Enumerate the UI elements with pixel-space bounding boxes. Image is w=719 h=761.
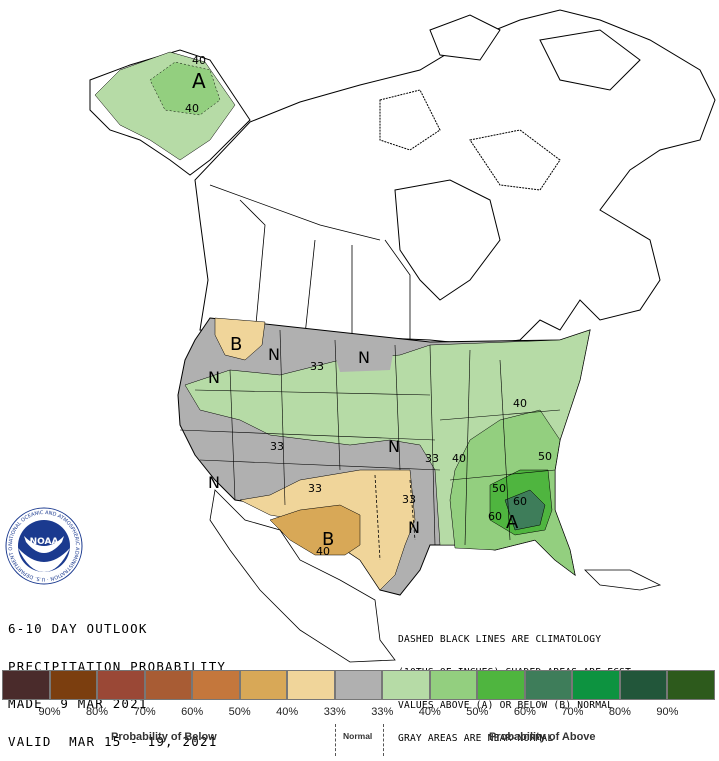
legend-spacer bbox=[2, 706, 26, 720]
legend-tick-label: 80% bbox=[86, 706, 109, 718]
normal-caption: Normal bbox=[343, 731, 373, 741]
normal-divider-right bbox=[383, 724, 384, 756]
legend-tick-label: 90% bbox=[656, 706, 679, 718]
title-line-2: PRECIPITATION PROBABILITY bbox=[8, 658, 227, 674]
b-northwest-label: B bbox=[230, 334, 242, 355]
climatology-lines bbox=[374, 474, 416, 561]
legend-tick-label: 70% bbox=[561, 706, 584, 718]
legend-swatch bbox=[2, 670, 50, 700]
legend-tick-label: 33% bbox=[323, 706, 346, 718]
noaa-logo: NATIONAL OCEANIC AND ATMOSPHERIC ADMINIS… bbox=[4, 506, 83, 585]
probability-legend-bar bbox=[2, 670, 715, 700]
v60-georgia: 60 bbox=[513, 495, 527, 508]
legend-swatch bbox=[667, 670, 715, 700]
legend-tick-label: 80% bbox=[608, 706, 631, 718]
v33-colorado: 33 bbox=[270, 440, 284, 453]
note-line-3: VALUES ABOVE (A) OR BELOW (B) NORMAL bbox=[398, 700, 614, 711]
logo-center-text: NOAA bbox=[30, 537, 59, 547]
alaska-40-top: 40 bbox=[192, 54, 206, 67]
state-borders bbox=[179, 329, 561, 546]
legend-swatch bbox=[619, 670, 668, 700]
legend-swatch bbox=[477, 670, 525, 700]
legend-swatch bbox=[239, 670, 288, 700]
v33-arizona: 33 bbox=[308, 482, 322, 495]
legend-swatch bbox=[382, 670, 430, 700]
hudson-bay bbox=[394, 179, 501, 301]
province-borders bbox=[209, 184, 411, 340]
title-line-3: MADE 9 MAR 2021 bbox=[8, 696, 148, 711]
legend-tick-label: 50% bbox=[228, 706, 251, 718]
legend-swatch bbox=[192, 670, 240, 700]
v33-oklahoma: 33 bbox=[402, 493, 416, 506]
title-line-4: VALID MAR 15 - 19, 2021 bbox=[8, 733, 218, 749]
near-normal-dakotas bbox=[330, 340, 395, 372]
below-caption: Probability of Below bbox=[111, 731, 217, 743]
normal-divider-left bbox=[335, 724, 336, 756]
above-caption: Probability of Above bbox=[489, 731, 596, 743]
alaska-40-bottom: 40 bbox=[185, 102, 199, 115]
v33-kansas: 33 bbox=[425, 452, 439, 465]
legend-swatch bbox=[572, 670, 620, 700]
note-line-1: DASHED BLACK LINES ARE CLIMATOLOGY bbox=[398, 634, 602, 645]
below-40-texas bbox=[269, 504, 361, 556]
v40-missouri: 40 bbox=[452, 452, 466, 465]
legend-tick-label: 90% bbox=[38, 706, 61, 718]
v50-carolina: 50 bbox=[538, 450, 552, 463]
b-texas-label: B bbox=[322, 529, 334, 550]
legend-swatch bbox=[97, 670, 145, 700]
cuba bbox=[584, 569, 662, 591]
precipitation-outlook-map: A 40 40 B N N N N N N 33 33 33 bbox=[89, 9, 716, 663]
legend-swatch bbox=[524, 670, 573, 700]
probability-legend-labels: 90% 80% 70% 60% 50% 40% 33% 33% 40% 50% 60% 70% 80% 9… bbox=[2, 706, 715, 720]
above-70-area bbox=[504, 489, 546, 531]
legend-swatch bbox=[334, 670, 383, 700]
alaska: A 40 40 bbox=[89, 49, 251, 176]
n-southwest-label: N bbox=[208, 473, 220, 492]
v33-montana: 33 bbox=[310, 360, 324, 373]
v40-ohio: 40 bbox=[513, 397, 527, 410]
n-texas-label: N bbox=[408, 518, 420, 537]
below-33-northwest bbox=[214, 317, 266, 361]
legend-tick-label: 40% bbox=[418, 706, 441, 718]
n-dakotas-label: N bbox=[358, 348, 370, 367]
mexico-land bbox=[209, 489, 396, 663]
outlook-title-block: 6-10 DAY OUTLOOK PRECIPITATION PROBABILI… bbox=[8, 598, 226, 761]
n-plains-label: N bbox=[388, 437, 400, 456]
a-southeast-label: A bbox=[506, 512, 519, 533]
legend-tick-label: 33% bbox=[371, 706, 394, 718]
canada-land bbox=[194, 9, 716, 346]
legend-swatch bbox=[287, 670, 335, 700]
legend-swatch bbox=[49, 670, 98, 700]
n-idaho-label: N bbox=[268, 345, 280, 364]
legend-tick-label: 50% bbox=[466, 706, 489, 718]
legend-tick-label: 40% bbox=[276, 706, 299, 718]
legend-swatch bbox=[429, 670, 478, 700]
legend-tick-label: 60% bbox=[513, 706, 536, 718]
title-line-1: 6-10 DAY OUTLOOK bbox=[8, 621, 148, 636]
alaska-a-label: A bbox=[192, 69, 206, 93]
note-line-4: GRAY AREAS ARE NEAR-NORMAL bbox=[398, 733, 554, 744]
legend-tick-label: 60% bbox=[181, 706, 204, 718]
v60-florida: 60 bbox=[488, 510, 502, 523]
v40-texas: 40 bbox=[316, 545, 330, 558]
legend-swatch bbox=[144, 670, 193, 700]
v50-georgia: 50 bbox=[492, 482, 506, 495]
legend-tick-label: 70% bbox=[133, 706, 156, 718]
legend-spacer bbox=[691, 706, 715, 720]
n-nevada-label: N bbox=[208, 368, 220, 387]
